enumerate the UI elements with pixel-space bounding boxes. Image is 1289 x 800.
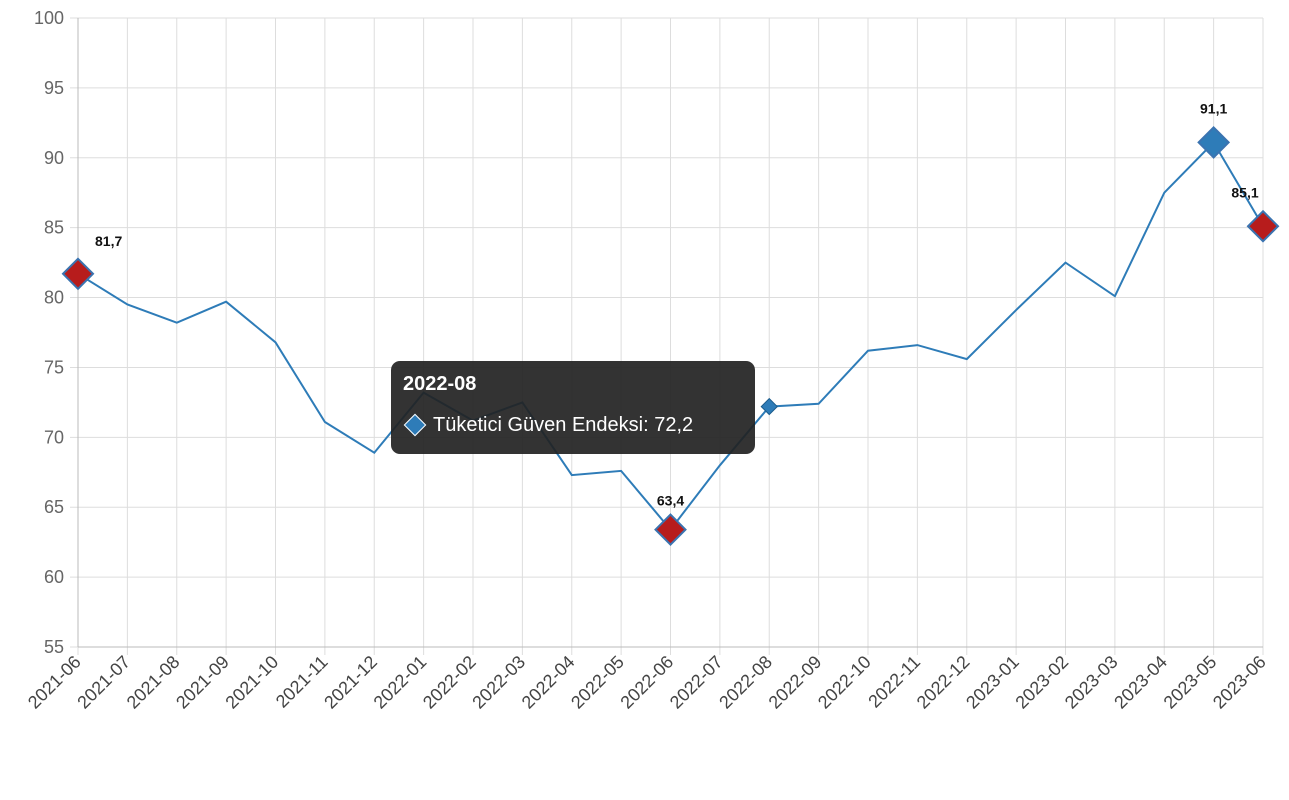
tooltip-series-name: Tüketici Güven Endeksi — [433, 414, 644, 436]
data-label: 81,7 — [95, 233, 122, 249]
y-tick-label: 75 — [44, 357, 64, 377]
x-tick-label: 2022-09 — [765, 652, 826, 713]
data-point-highlight[interactable] — [654, 513, 687, 547]
x-axis-ticks: 2021-062021-072021-082021-092021-102021-… — [24, 652, 1270, 713]
y-tick-label: 100 — [34, 8, 64, 28]
x-tick-label: 2021-11 — [272, 652, 332, 712]
grid — [70, 17, 1264, 655]
x-tick-label: 2022-12 — [913, 652, 974, 713]
x-tick-label: 2021-09 — [172, 652, 233, 713]
series-points — [61, 125, 1280, 547]
y-tick-label: 70 — [44, 427, 64, 447]
y-tick-label: 65 — [44, 497, 64, 517]
x-tick-label: 2021-06 — [24, 652, 85, 713]
data-label: 63,4 — [657, 493, 684, 509]
x-tick-label: 2021-10 — [221, 652, 282, 713]
tooltip: 2022-08 Tüketici Güven Endeksi: 72,2 — [391, 361, 755, 454]
data-label: 91,1 — [1200, 100, 1227, 116]
tooltip-separator: : — [643, 414, 655, 436]
y-tick-label: 90 — [44, 148, 64, 168]
data-label: 85,1 — [1231, 184, 1258, 200]
x-tick-label: 2022-02 — [419, 652, 480, 713]
y-tick-label: 55 — [44, 637, 64, 657]
y-tick-label: 85 — [44, 218, 64, 238]
x-tick-label: 2023-02 — [1011, 652, 1072, 713]
x-tick-label: 2022-04 — [518, 652, 579, 713]
tooltip-diamond-icon — [403, 413, 427, 437]
x-tick-label: 2021-12 — [320, 652, 381, 713]
x-tick-label: 2022-07 — [666, 652, 727, 713]
tooltip-value: 72,2 — [654, 414, 694, 436]
y-tick-label: 95 — [44, 78, 64, 98]
x-tick-label: 2022-06 — [616, 652, 677, 713]
data-point-highlight[interactable] — [1197, 125, 1231, 159]
x-tick-label: 2023-01 — [962, 652, 1023, 713]
x-tick-label: 2022-05 — [567, 652, 628, 713]
data-point-highlight[interactable] — [1246, 209, 1280, 243]
data-labels: 81,7 63,4 91,1 85,1 — [95, 100, 1259, 508]
x-tick-label: 2022-08 — [715, 652, 776, 713]
data-point[interactable] — [760, 397, 778, 416]
x-tick-label: 2022-11 — [864, 652, 924, 712]
y-tick-label: 60 — [44, 567, 64, 587]
y-axis-ticks: 55 60 65 70 75 80 85 90 95 100 — [34, 8, 64, 657]
x-tick-label: 2021-07 — [73, 652, 134, 713]
x-tick-label: 2022-03 — [468, 652, 529, 713]
x-tick-label: 2023-05 — [1160, 652, 1221, 713]
x-tick-label: 2023-04 — [1110, 652, 1171, 713]
data-point-highlight[interactable] — [61, 257, 95, 291]
x-tick-label: 2023-03 — [1061, 652, 1122, 713]
x-tick-label: 2022-10 — [814, 652, 875, 713]
y-tick-label: 80 — [44, 288, 64, 308]
tooltip-title: 2022-08 — [403, 373, 477, 395]
x-tick-label: 2021-08 — [123, 652, 184, 713]
tooltip-row: Tüketici Güven Endeksi: 72,2 — [403, 413, 743, 437]
x-tick-label: 2023-06 — [1209, 652, 1270, 713]
axes — [77, 18, 1263, 648]
x-tick-label: 2022-01 — [370, 652, 431, 713]
